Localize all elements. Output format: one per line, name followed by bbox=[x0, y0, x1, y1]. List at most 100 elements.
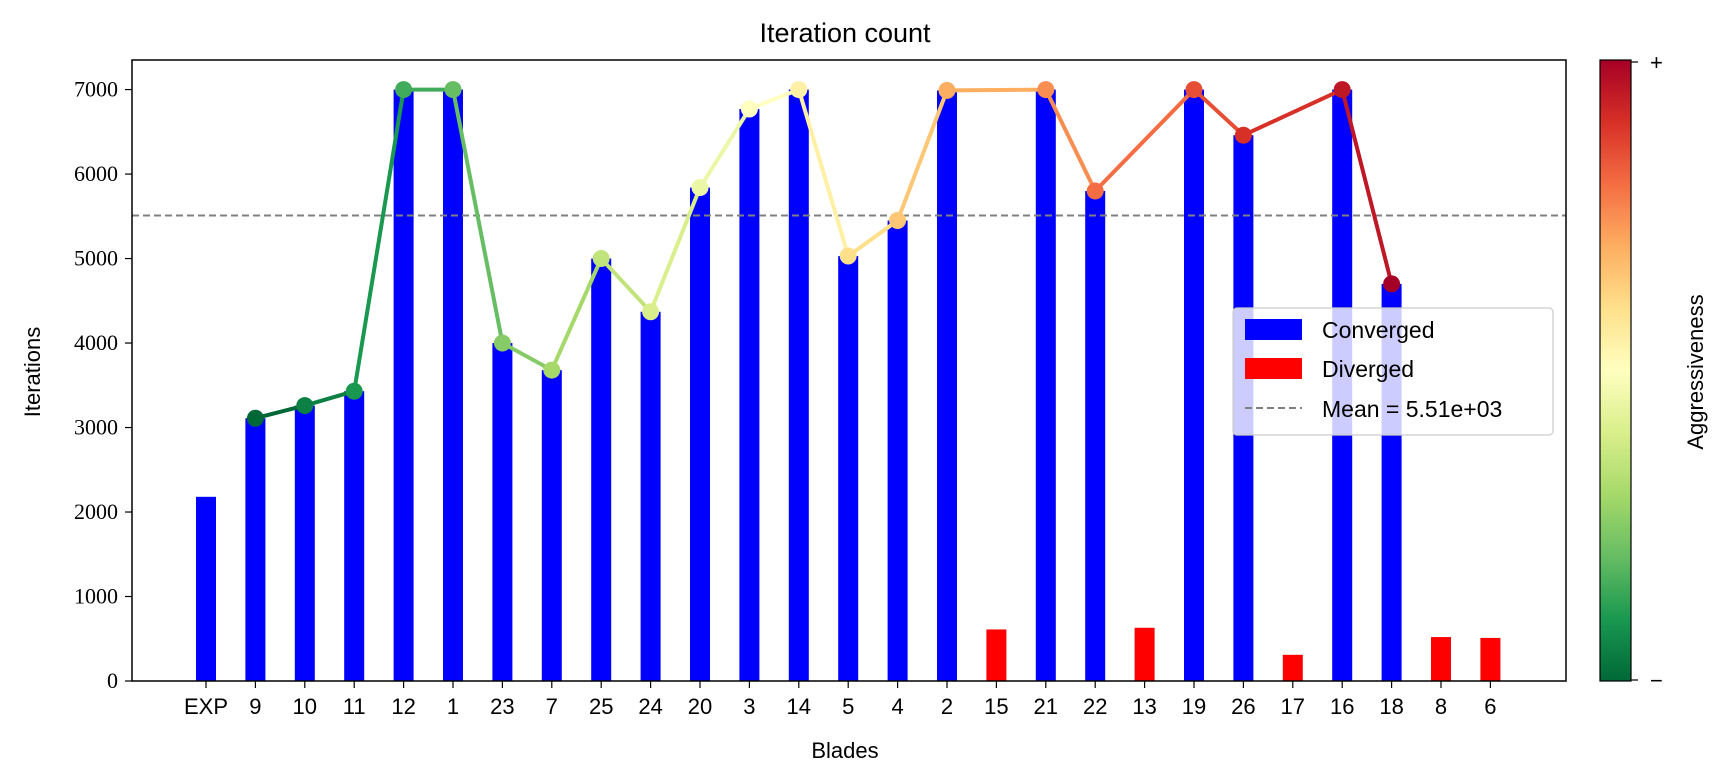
bar-converged-21 bbox=[1035, 89, 1056, 682]
bar-converged-EXP bbox=[196, 496, 216, 681]
x-tick-label: 25 bbox=[589, 694, 613, 719]
line-segment-7-25 bbox=[549, 256, 604, 373]
line-point-12 bbox=[395, 81, 413, 99]
x-tick-label: 5 bbox=[842, 694, 854, 719]
x-tick-label: 7 bbox=[546, 694, 558, 719]
y-tick-label: 5000 bbox=[74, 246, 118, 271]
bar-converged-7 bbox=[541, 370, 562, 681]
x-tick-label: 9 bbox=[249, 694, 261, 719]
bar-converged-24 bbox=[640, 311, 661, 681]
line-segment-1-23 bbox=[451, 87, 505, 346]
x-tick-label: 21 bbox=[1034, 694, 1058, 719]
legend: Converged Diverged Mean = 5.51e+03 bbox=[1232, 307, 1554, 436]
x-tick-label: 2 bbox=[941, 694, 953, 719]
bar-converged-9 bbox=[245, 418, 266, 681]
x-tick-label: 26 bbox=[1231, 694, 1255, 719]
y-axis-label: Iterations bbox=[20, 327, 45, 418]
line-segment-11-12 bbox=[352, 87, 406, 394]
colorbar: + − Aggressiveness bbox=[1599, 50, 1708, 693]
bar-converged-11 bbox=[344, 391, 365, 681]
line-segment-20-3 bbox=[698, 107, 752, 190]
bar-converged-4 bbox=[887, 220, 908, 681]
x-tick-label: 10 bbox=[293, 694, 317, 719]
legend-box bbox=[1232, 307, 1554, 436]
bar-diverged-13 bbox=[1134, 627, 1155, 681]
line-segment-19-26 bbox=[1192, 87, 1246, 138]
x-tick-label: 11 bbox=[343, 694, 366, 719]
line-segment-26-16 bbox=[1241, 87, 1345, 138]
line-segment-10-11 bbox=[302, 389, 357, 408]
bar-converged-14 bbox=[788, 89, 809, 682]
x-tick-label: 23 bbox=[490, 694, 514, 719]
line-point-14 bbox=[790, 81, 808, 99]
aggressiveness-line-layer bbox=[246, 81, 1401, 427]
line-point-22 bbox=[1086, 182, 1104, 200]
bar-diverged-6 bbox=[1480, 637, 1501, 681]
line-point-2 bbox=[938, 81, 956, 99]
line-segment-16-18 bbox=[1340, 87, 1394, 286]
bar-converged-19 bbox=[1184, 89, 1204, 682]
bar-converged-2 bbox=[937, 90, 957, 682]
colorbar-bottom-label: − bbox=[1650, 668, 1663, 693]
bar-converged-5 bbox=[838, 256, 859, 681]
line-segment-5-4 bbox=[846, 218, 900, 259]
line-point-26 bbox=[1234, 126, 1252, 144]
x-tick-label: 24 bbox=[638, 694, 662, 719]
legend-label-converged: Converged bbox=[1322, 317, 1435, 343]
y-tick-label: 2000 bbox=[74, 499, 118, 524]
legend-label-diverged: Diverged bbox=[1322, 356, 1414, 382]
x-tick-label: 4 bbox=[891, 694, 903, 719]
line-point-23 bbox=[493, 334, 511, 352]
y-tick-label: 6000 bbox=[74, 161, 118, 186]
x-tick-label: EXP bbox=[184, 694, 228, 719]
x-tick-label: 8 bbox=[1435, 694, 1447, 719]
line-point-9 bbox=[246, 409, 264, 427]
line-segment-3-14 bbox=[747, 87, 801, 112]
line-point-19 bbox=[1185, 81, 1203, 99]
y-tick-label: 1000 bbox=[74, 584, 118, 609]
x-axis-label: Blades bbox=[811, 738, 878, 763]
x-axis: EXP 9 10 11 12 1 23 7 25 24 20 3 14 5 4 2 15 21 22 13 19 26 17… bbox=[184, 681, 1497, 719]
legend-swatch-converged bbox=[1245, 319, 1302, 340]
y-tick-label: 4000 bbox=[74, 330, 118, 355]
y-tick-label: 3000 bbox=[74, 415, 118, 440]
bar-diverged-8 bbox=[1431, 637, 1451, 681]
x-tick-label: 19 bbox=[1182, 694, 1206, 719]
x-tick-label: 17 bbox=[1281, 694, 1305, 719]
line-segment-24-20 bbox=[648, 185, 702, 314]
x-tick-label: 20 bbox=[688, 694, 712, 719]
bars-layer bbox=[196, 89, 1501, 682]
x-tick-label: 16 bbox=[1330, 694, 1354, 719]
bar-diverged-15 bbox=[986, 629, 1007, 681]
line-segment-25-24 bbox=[599, 256, 653, 314]
y-tick-label: 0 bbox=[107, 668, 118, 693]
line-segment-22-19 bbox=[1093, 87, 1196, 193]
bar-converged-10 bbox=[294, 405, 315, 681]
line-point-11 bbox=[345, 382, 363, 400]
line-point-25 bbox=[592, 250, 610, 268]
colorbar-label: Aggressiveness bbox=[1683, 294, 1708, 449]
legend-label-mean: Mean = 5.51e+03 bbox=[1322, 396, 1502, 422]
line-point-3 bbox=[740, 100, 758, 118]
line-point-24 bbox=[642, 303, 660, 321]
bar-converged-20 bbox=[690, 187, 710, 681]
line-point-1 bbox=[444, 81, 462, 99]
x-tick-label: 15 bbox=[984, 694, 1008, 719]
bar-diverged-17 bbox=[1282, 654, 1303, 681]
line-segment-21-22 bbox=[1043, 87, 1098, 193]
bar-converged-1 bbox=[443, 89, 463, 682]
bar-converged-23 bbox=[492, 343, 513, 681]
line-segment-2-21 bbox=[945, 87, 1048, 93]
x-tick-label: 6 bbox=[1484, 694, 1496, 719]
chart-title: Iteration count bbox=[759, 18, 931, 48]
x-tick-label: 22 bbox=[1083, 694, 1107, 719]
bar-converged-22 bbox=[1085, 190, 1106, 682]
bar-converged-3 bbox=[739, 109, 760, 681]
line-point-5 bbox=[839, 247, 857, 265]
x-tick-label: 1 bbox=[447, 694, 459, 719]
x-tick-label: 13 bbox=[1132, 694, 1156, 719]
x-tick-label: 18 bbox=[1379, 694, 1403, 719]
colorbar-gradient bbox=[1599, 59, 1632, 682]
line-point-20 bbox=[691, 179, 709, 197]
